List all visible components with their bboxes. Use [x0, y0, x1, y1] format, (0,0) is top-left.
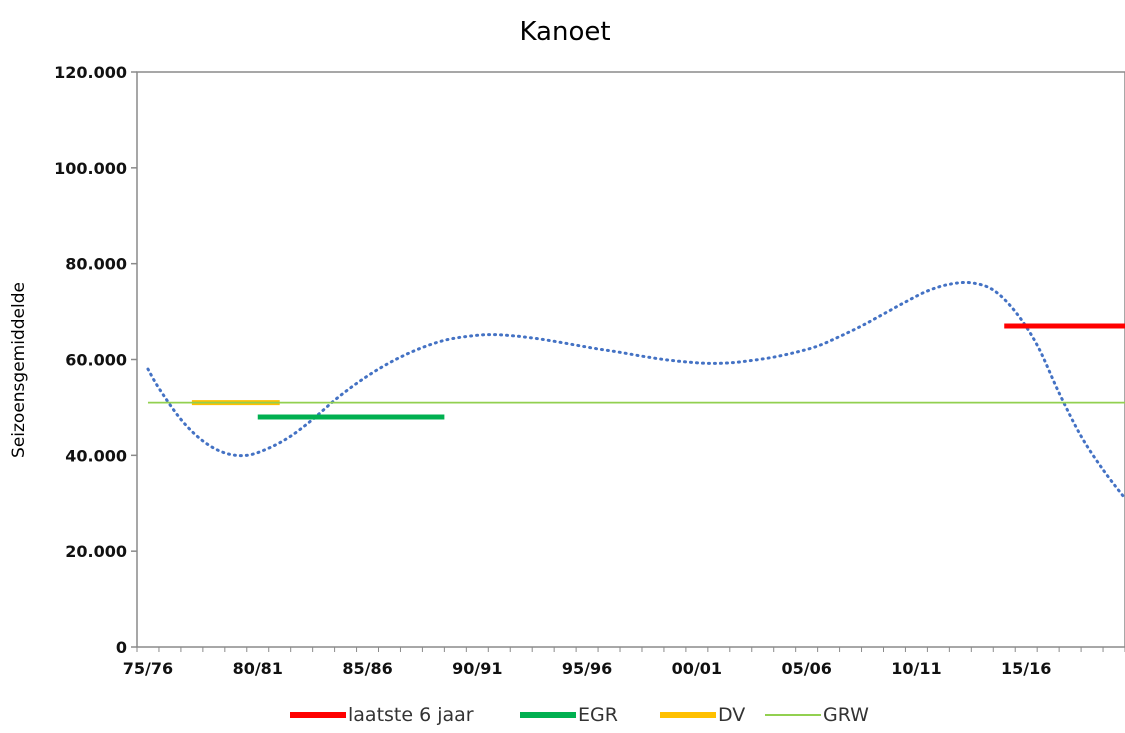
y-axis-label: Seizoensgemiddelde [9, 282, 29, 458]
y-tick-label: 80.000 [65, 255, 127, 274]
trend-line [146, 280, 1125, 500]
x-tick-label: 00/01 [672, 659, 722, 678]
legend-label: EGR [578, 704, 618, 726]
x-tick-label: 75/76 [123, 659, 173, 678]
y-tick-label: 0 [116, 638, 127, 657]
chart-title: Kanoet [519, 17, 610, 47]
y-tick-label: 20.000 [65, 542, 127, 561]
legend-label: laatste 6 jaar [348, 704, 474, 726]
legend-label: GRW [823, 704, 869, 726]
y-tick-label: 120.000 [54, 63, 127, 82]
y-tick-label: 60.000 [65, 351, 127, 370]
x-tick-label: 10/11 [891, 659, 941, 678]
x-tick-label: 05/06 [781, 659, 831, 678]
x-tick-label: 90/91 [452, 659, 502, 678]
series-layer [146, 280, 1125, 500]
x-tick-label: 95/96 [562, 659, 612, 678]
x-tick-label: 80/81 [233, 659, 283, 678]
y-tick-label: 40.000 [65, 446, 127, 465]
y-axis: 0 20.000 40.000 60.000 80.000 100.000 120.000 [54, 63, 137, 657]
y-tick-label: 100.000 [54, 159, 127, 178]
x-axis: 75/76 80/81 85/86 90/91 95/96 00/01 05/06 10/11… [123, 647, 1125, 678]
x-tick-label: 15/16 [1001, 659, 1051, 678]
legend: laatste 6 jaar EGR DV GRW [290, 704, 869, 726]
plot-area-frame [136, 71, 1125, 648]
legend-label: DV [718, 704, 745, 726]
x-tick-label: 85/86 [342, 659, 392, 678]
